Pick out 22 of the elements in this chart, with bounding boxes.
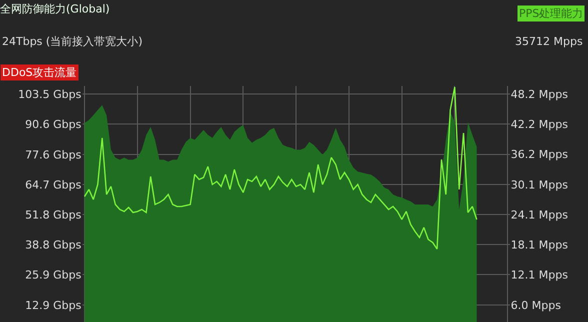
y2-tick-label: 48.2 Mpps xyxy=(510,88,568,101)
y2-tick-label: 30.1 Mpps xyxy=(510,178,568,192)
y2-tick-label: 6.0 Mpps xyxy=(510,298,562,312)
y-tick-label: 90.6 Gbps xyxy=(25,118,82,131)
y2-tick-label: 12.1 Mpps xyxy=(510,268,568,282)
y2-tick-label: 36.2 Mpps xyxy=(510,148,568,161)
y-tick-label: 64.7 Gbps xyxy=(25,178,82,192)
text: DDoS攻击流量 xyxy=(2,66,77,79)
line-series xyxy=(84,86,478,250)
y-tick-label: 12.9 Gbps xyxy=(25,298,82,312)
y2-tick-label: 42.2 Mpps xyxy=(510,118,568,131)
y2-tick-label: 18.1 Mpps xyxy=(510,238,568,252)
y-tick-label: 51.8 Gbps xyxy=(25,208,82,222)
text: 35712 Mpps xyxy=(515,35,583,48)
y-tick-label: 25.9 Gbps xyxy=(25,268,82,282)
y-tick-label: 77.6 Gbps xyxy=(25,148,82,162)
y-tick-label: 103.5 Gbps xyxy=(18,88,82,101)
y-tick-label: 38.8 Gbps xyxy=(25,238,82,252)
y2-tick-label: 24.1 Mpps xyxy=(510,208,568,222)
chart-title: 全网防御能力(Global) xyxy=(0,2,110,16)
chart-subtitle: 24Tbps (当前接入带宽大小) xyxy=(2,35,142,48)
text: PPS处理能力 xyxy=(519,7,584,20)
